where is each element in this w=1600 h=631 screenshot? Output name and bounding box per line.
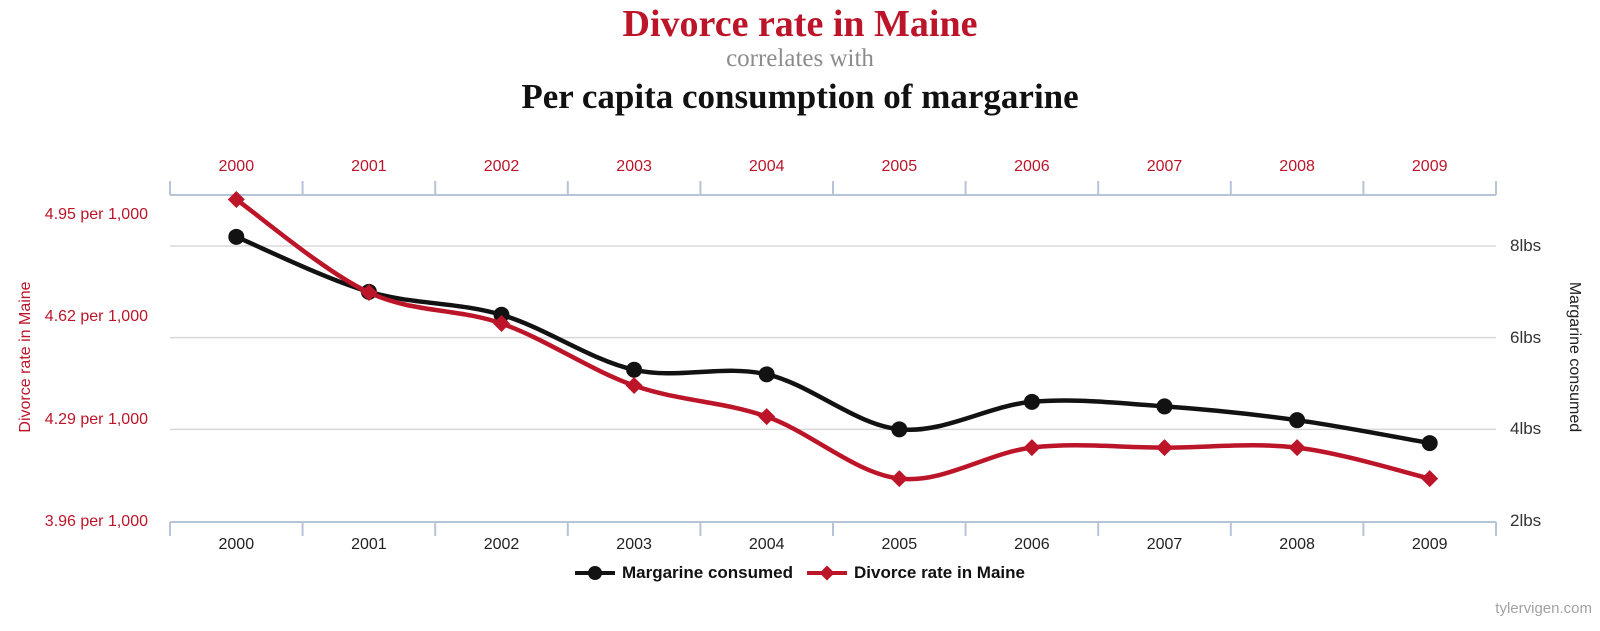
right-axis-tick-label: 8lbs — [1510, 236, 1542, 255]
right-axis-tick-label: 6lbs — [1510, 327, 1542, 347]
left-axis-tick-label: 4.95 per 1,000 — [44, 206, 148, 223]
right-axis-tick-label: 4lbs — [1510, 419, 1542, 439]
right-axis-tick-label: 2lbs — [1510, 511, 1542, 530]
top-axis-year-label: 2003 — [616, 158, 652, 175]
right-axis-title: Margarine consumed — [1566, 281, 1583, 433]
data-point-diamond — [360, 284, 378, 302]
data-point-diamond — [890, 470, 908, 488]
bottom-axis-year-label: 2009 — [1411, 536, 1448, 553]
bottom-axis-year-label: 2000 — [218, 536, 255, 553]
left-axis-title: Divorce rate in Maine — [17, 281, 34, 433]
data-point-circle — [1023, 393, 1040, 410]
legend-marker-circle-icon — [574, 566, 615, 580]
series-line-diamond — [234, 197, 1432, 482]
data-point-diamond — [1156, 439, 1173, 457]
top-axis-year-label: 2001 — [351, 158, 387, 175]
top-axis-year-label: 2008 — [1279, 158, 1315, 175]
data-point-diamond — [1023, 439, 1041, 457]
top-axis-year-label: 2007 — [1146, 158, 1183, 175]
data-point-diamond — [1288, 439, 1306, 457]
top-axis-year-label: 2005 — [881, 158, 918, 175]
data-point-diamond — [493, 315, 510, 333]
left-axis-tick-label: 4.62 per 1,000 — [44, 308, 148, 326]
data-point-circle — [891, 421, 908, 438]
data-point-circle — [493, 306, 510, 323]
data-point-circle — [758, 366, 775, 383]
legend-label: Margarine consumed — [621, 563, 793, 582]
bottom-axis-year-label: 2006 — [1014, 536, 1050, 553]
data-point-diamond — [625, 377, 643, 395]
data-point-circle — [1156, 398, 1173, 415]
top-axis-year-label: 2000 — [218, 158, 255, 175]
series-line-circle — [234, 234, 1432, 446]
top-axis-year-label: 2009 — [1411, 158, 1448, 175]
data-point-circle — [1289, 412, 1306, 429]
bottom-axis-year-label: 2001 — [351, 536, 387, 553]
bottom-axis-year-label: 2004 — [748, 536, 785, 553]
data-point-diamond — [1421, 470, 1439, 488]
legend-item: Divorce rate in Maine — [806, 563, 1025, 583]
bottom-axis-year-label: 2003 — [616, 536, 652, 553]
watermark-text: tylervigen.com — [1495, 600, 1592, 617]
legend-marker-diamond-icon — [806, 565, 847, 581]
legend-label: Divorce rate in Maine — [853, 563, 1025, 582]
legend-item: Margarine consumed — [574, 563, 793, 583]
bottom-axis-year-label: 2002 — [483, 536, 520, 553]
legend: Margarine consumed Divorce rate in Maine — [0, 563, 1600, 583]
bottom-axis-year-label: 2008 — [1279, 536, 1315, 553]
top-axis-year-label: 2002 — [483, 158, 520, 175]
data-point-circle — [1421, 435, 1438, 452]
left-axis-tick-label: 3.96 per 1,000 — [44, 513, 148, 530]
bottom-axis-year-label: 2007 — [1146, 536, 1183, 553]
top-axis-year-label: 2004 — [748, 158, 785, 175]
data-point-diamond — [758, 408, 776, 426]
page-title-main: Divorce rate in Maine — [622, 3, 978, 45]
page-title-secondary: Per capita consumption of margarine — [521, 77, 1079, 116]
data-point-diamond — [227, 190, 245, 208]
left-axis-tick-label: 4.29 per 1,000 — [44, 410, 148, 428]
data-point-circle — [228, 228, 245, 245]
bottom-axis-year-label: 2005 — [881, 536, 918, 553]
data-point-circle — [626, 361, 643, 378]
correlates-with-text: correlates with — [726, 45, 874, 72]
top-axis-year-label: 2006 — [1014, 158, 1050, 175]
